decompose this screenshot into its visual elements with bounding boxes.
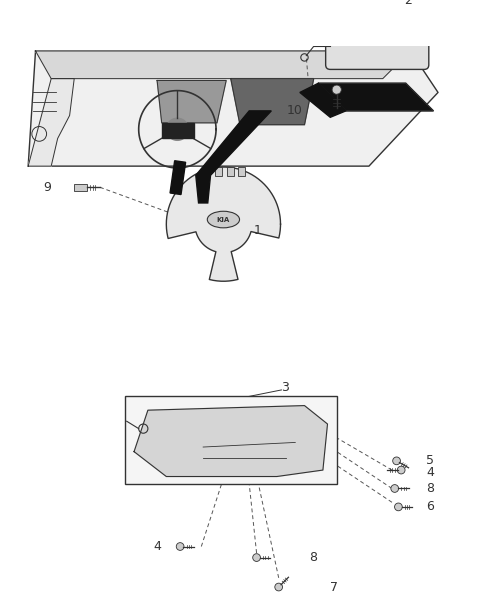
Text: 2: 2 [404,0,412,7]
Text: KIA: KIA [217,217,230,223]
Polygon shape [36,51,410,79]
Circle shape [395,503,402,511]
Text: 8: 8 [426,482,434,495]
Bar [227,167,234,176]
Polygon shape [162,123,194,139]
Text: 7: 7 [330,581,338,594]
Polygon shape [196,111,271,203]
Circle shape [397,466,405,474]
Text: 9: 9 [43,181,51,194]
Polygon shape [28,51,438,166]
Circle shape [332,85,341,94]
Polygon shape [28,79,74,166]
Circle shape [275,583,283,591]
Polygon shape [134,405,327,477]
Circle shape [252,554,261,561]
Text: 4: 4 [154,540,162,553]
Polygon shape [318,83,433,111]
FancyArrow shape [170,161,186,195]
Bar [125,396,336,484]
Bar [238,167,245,176]
Ellipse shape [207,211,240,228]
Circle shape [391,485,398,492]
Text: 8: 8 [309,551,317,564]
Bar [215,167,222,176]
Polygon shape [231,79,314,125]
Circle shape [176,543,184,551]
Polygon shape [166,167,280,281]
Text: 3: 3 [281,381,289,394]
Text: 5: 5 [426,454,434,467]
Circle shape [393,457,400,465]
Text: 4: 4 [426,466,434,479]
Polygon shape [167,118,189,140]
Text: 6: 6 [426,500,434,514]
Text: 1: 1 [254,224,262,237]
Text: 10: 10 [287,104,302,117]
Bar [74,184,87,191]
Polygon shape [157,80,226,123]
Bar [203,167,210,176]
Polygon shape [300,83,346,117]
FancyBboxPatch shape [325,10,429,70]
